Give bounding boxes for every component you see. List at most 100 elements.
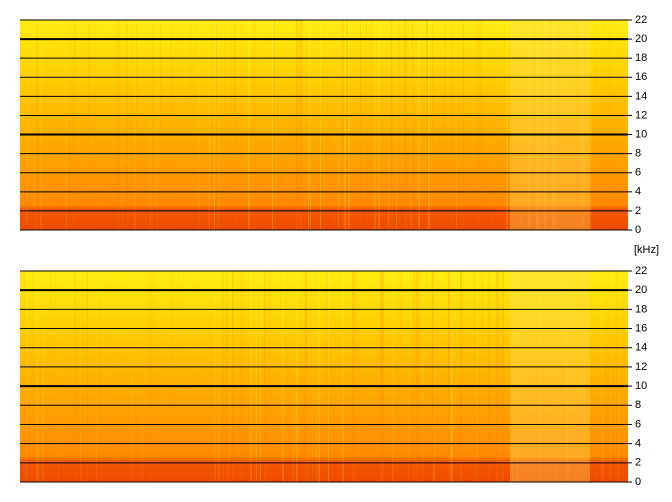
texture xyxy=(392,271,394,482)
texture xyxy=(378,20,380,230)
texture xyxy=(96,20,97,230)
texture xyxy=(452,20,453,230)
texture xyxy=(568,271,569,482)
texture xyxy=(406,20,407,230)
texture xyxy=(396,20,397,230)
texture xyxy=(234,20,236,230)
texture xyxy=(456,20,457,230)
texture xyxy=(136,20,137,230)
texture xyxy=(328,271,329,482)
texture xyxy=(240,271,241,482)
texture xyxy=(466,20,467,230)
texture xyxy=(542,20,543,230)
texture xyxy=(538,20,540,230)
texture xyxy=(380,271,382,482)
texture xyxy=(540,271,541,482)
texture xyxy=(492,20,494,230)
texture xyxy=(84,271,85,482)
texture xyxy=(310,20,311,230)
y-tick-label: 14 xyxy=(635,342,647,354)
texture xyxy=(312,271,313,482)
texture xyxy=(86,271,88,482)
texture xyxy=(300,20,302,230)
texture xyxy=(566,271,568,482)
texture xyxy=(214,271,216,482)
texture xyxy=(130,271,131,482)
texture xyxy=(72,20,73,230)
texture xyxy=(512,271,513,482)
y-tick-label: 14 xyxy=(635,90,647,102)
texture xyxy=(302,271,303,482)
spectrogram-image xyxy=(20,20,628,230)
texture xyxy=(600,271,602,482)
texture xyxy=(496,271,498,482)
y-tick-label: 6 xyxy=(635,418,641,430)
texture xyxy=(308,20,309,230)
texture xyxy=(284,20,285,230)
y-tick-label: 18 xyxy=(635,303,647,315)
texture xyxy=(506,20,508,230)
texture xyxy=(214,20,215,230)
texture xyxy=(526,271,527,482)
texture xyxy=(434,271,435,482)
texture xyxy=(514,271,515,482)
texture xyxy=(126,20,128,230)
texture xyxy=(478,271,480,482)
texture xyxy=(256,271,257,482)
texture xyxy=(218,20,219,230)
texture xyxy=(110,271,111,482)
texture xyxy=(150,271,152,482)
texture xyxy=(520,20,521,230)
texture xyxy=(96,271,97,482)
texture xyxy=(444,20,446,230)
y-tick-label: 12 xyxy=(635,361,647,373)
texture xyxy=(250,271,252,482)
texture xyxy=(160,20,161,230)
y-axis-label: [kHz] xyxy=(634,244,659,256)
texture xyxy=(42,271,44,482)
texture xyxy=(480,20,482,230)
texture xyxy=(272,20,273,230)
texture xyxy=(404,20,406,230)
texture xyxy=(26,20,28,230)
texture xyxy=(36,20,38,230)
texture xyxy=(622,271,624,482)
texture xyxy=(614,20,615,230)
texture xyxy=(342,271,344,482)
texture xyxy=(502,271,504,482)
texture xyxy=(264,271,266,482)
texture xyxy=(74,20,76,230)
texture xyxy=(216,20,217,230)
texture xyxy=(428,20,430,230)
texture xyxy=(536,271,537,482)
texture xyxy=(346,20,348,230)
texture xyxy=(50,20,51,230)
texture xyxy=(418,20,420,230)
texture xyxy=(352,271,354,482)
texture xyxy=(194,271,195,482)
texture xyxy=(254,20,255,230)
texture xyxy=(598,20,599,230)
texture xyxy=(178,20,179,230)
texture xyxy=(528,20,530,230)
texture xyxy=(74,271,76,482)
texture xyxy=(584,20,585,230)
texture xyxy=(604,20,605,230)
y-tick-label: 2 xyxy=(635,457,641,469)
texture xyxy=(60,271,62,482)
texture xyxy=(422,271,423,482)
texture xyxy=(552,20,554,230)
texture xyxy=(62,20,63,230)
texture xyxy=(268,271,269,482)
texture xyxy=(82,271,83,482)
texture xyxy=(282,271,284,482)
texture xyxy=(142,271,143,482)
texture xyxy=(412,271,414,482)
texture xyxy=(212,271,213,482)
texture xyxy=(442,271,443,482)
texture xyxy=(382,271,384,482)
y-tick-label: 18 xyxy=(635,52,647,64)
texture xyxy=(594,271,596,482)
texture xyxy=(556,271,558,482)
texture xyxy=(610,271,611,482)
